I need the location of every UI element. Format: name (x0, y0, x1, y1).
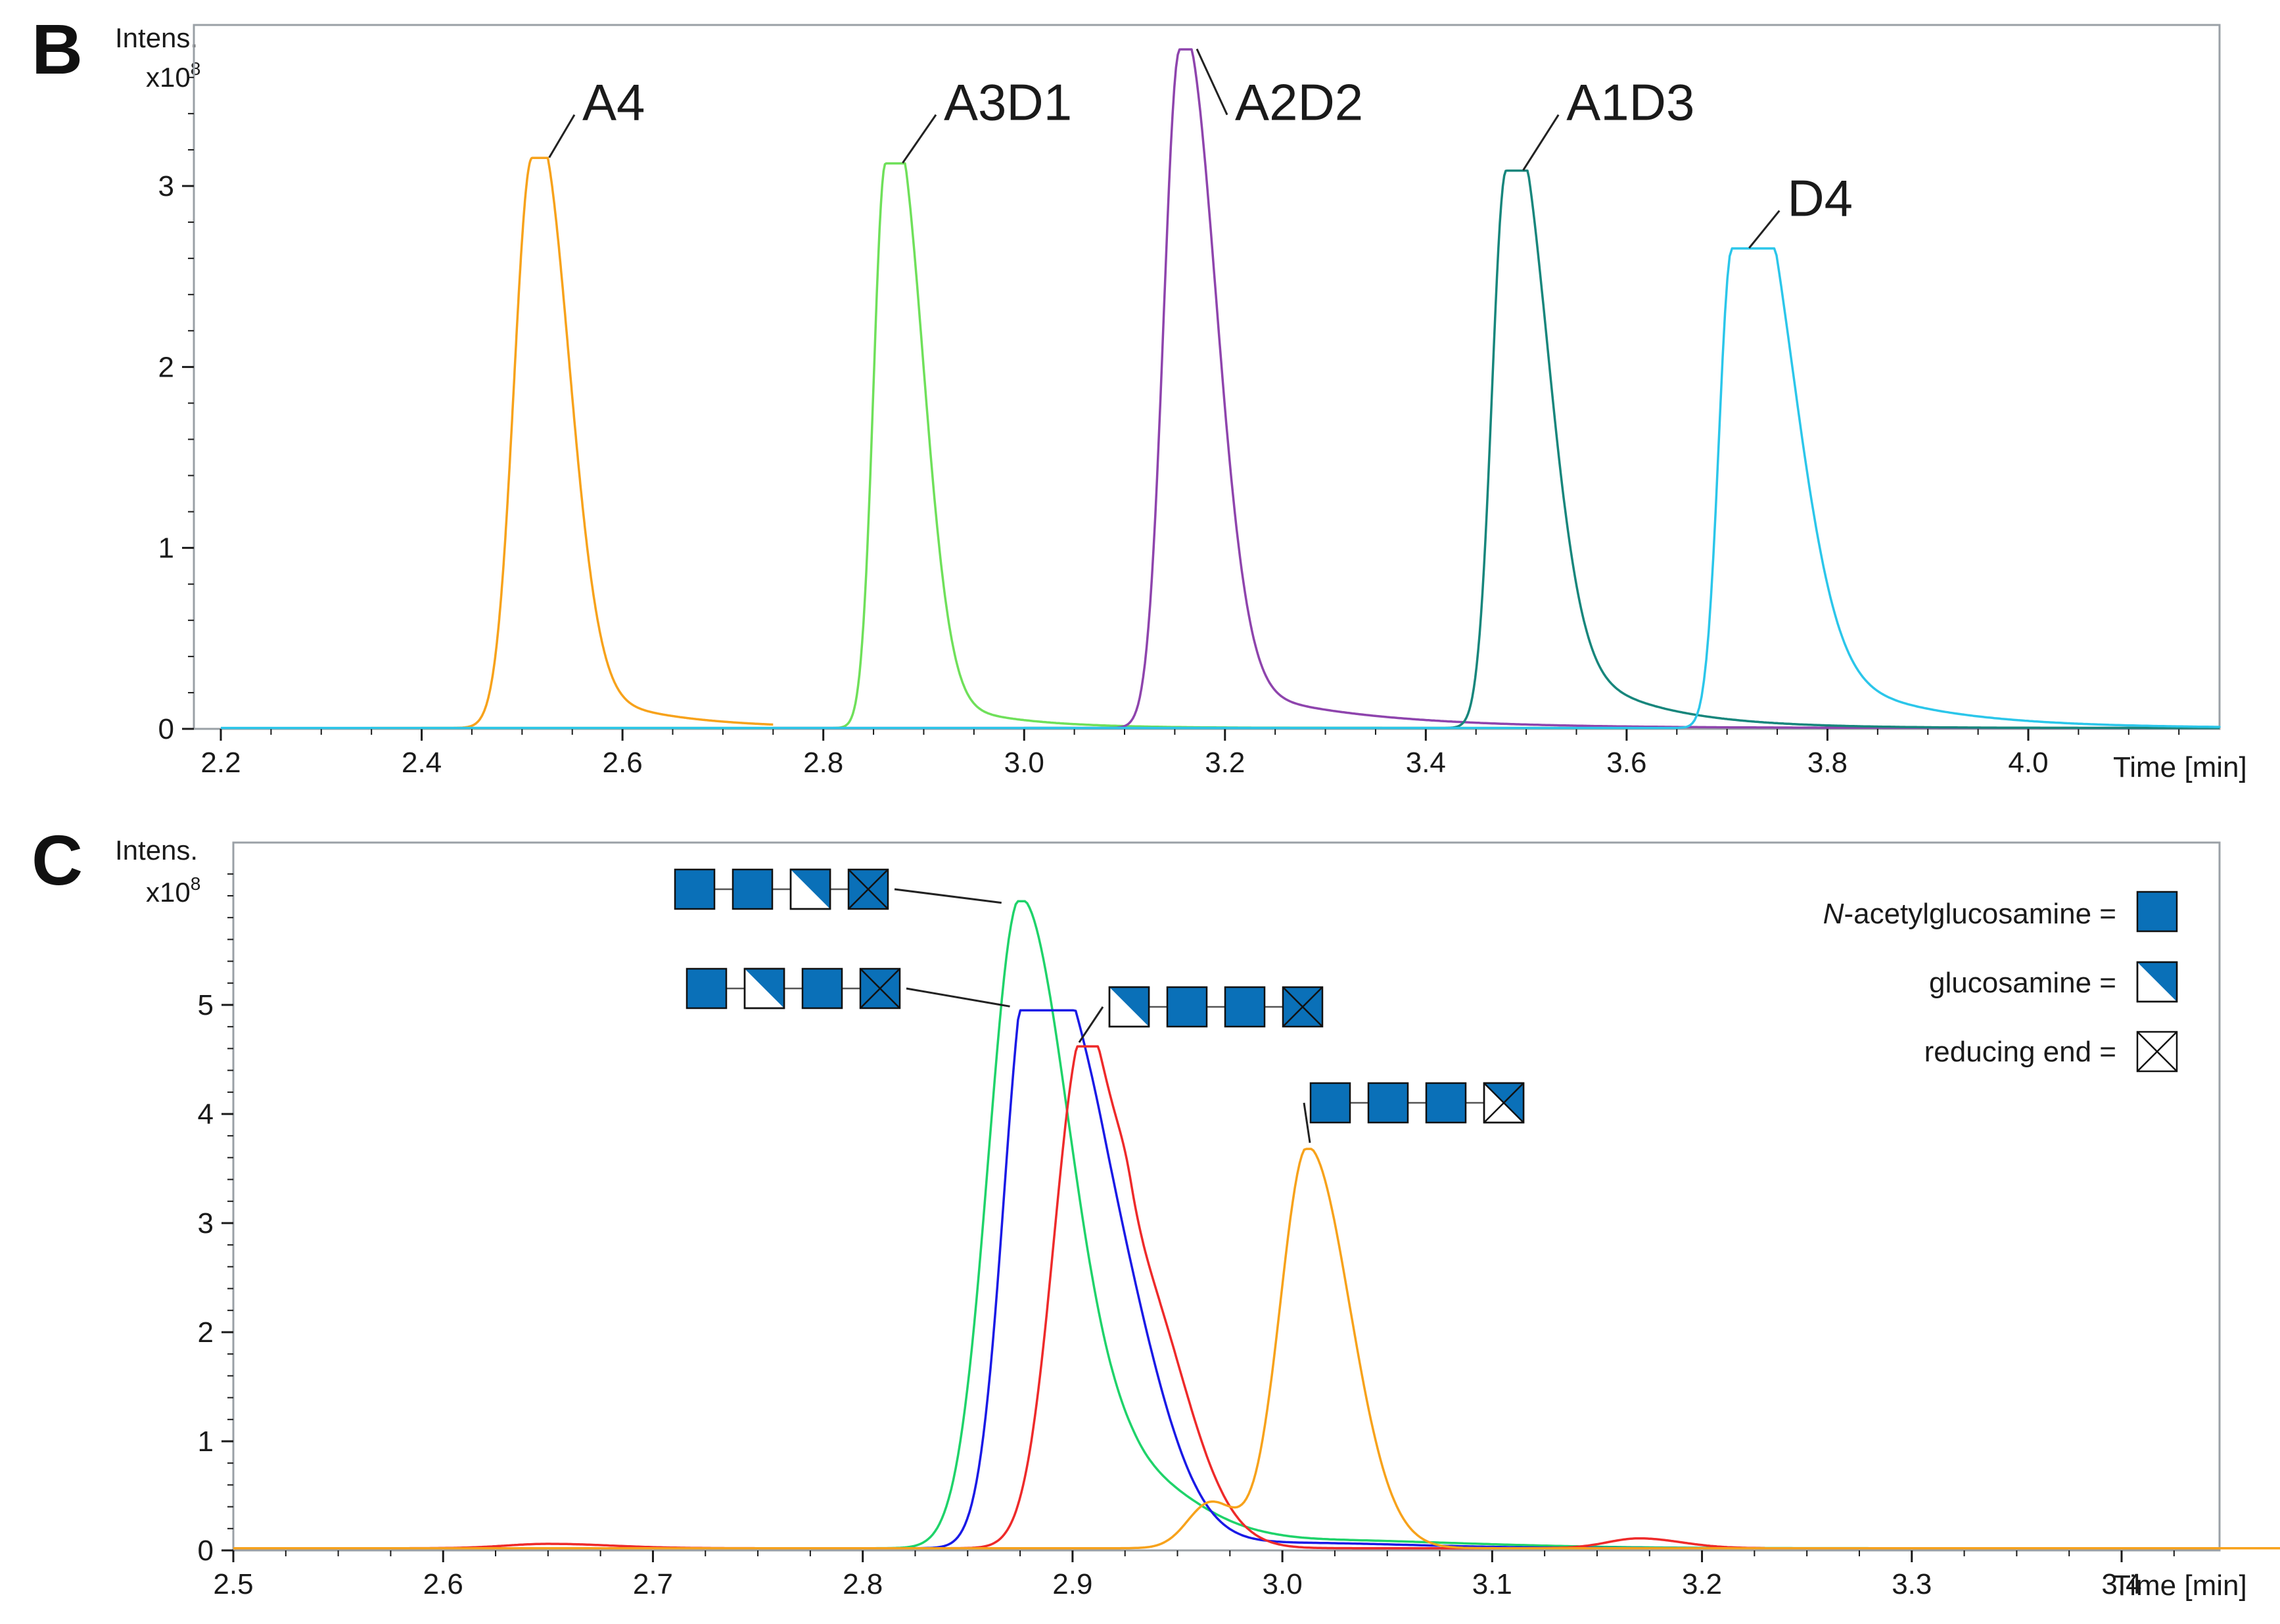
panel-b-axes: 2.2 2.4 2.6 2.8 3.0 3.2 3.4 3.6 3.8 4.0 0 1 2 3 (158, 76, 2180, 779)
legend-symbol-empty-x (2136, 1031, 2178, 1073)
panel-c-ytick-label: 5 (198, 989, 214, 1021)
series-line-A2D2 (773, 48, 2220, 730)
legend-label-reducing-end: reducing end = (1924, 1036, 2116, 1068)
legend-label-glcn: glucosamine = (1929, 967, 2116, 999)
glycan-leader (1078, 1006, 1104, 1043)
series-line-orange (233, 1148, 2280, 1550)
glycan-leader (906, 987, 1010, 1008)
legend-symbol-full (2136, 891, 2178, 933)
panel-label-b: B (32, 9, 83, 89)
panel-b-ylabel: Intens. (115, 22, 198, 53)
panel-b-xtick-label: 2.8 (803, 747, 843, 779)
glycan-residue-full (732, 868, 774, 910)
panel-c-ytick-label: 4 (198, 1098, 214, 1130)
panel-b-xtick-label: 2.2 (200, 747, 241, 779)
glycan-residue-full-x (1282, 986, 1324, 1028)
series-line-red (233, 1045, 1765, 1550)
glycan-residue-half (743, 967, 785, 1009)
peak-label-A4: A4 (582, 74, 645, 131)
panel-b-series (221, 48, 2221, 730)
panel-c-series (233, 900, 2280, 1550)
glycan-residue-full (801, 967, 843, 1009)
red-peak-glycan (1078, 986, 1324, 1043)
glycan-leader (1303, 1102, 1311, 1144)
panel-label-c: C (32, 820, 83, 900)
panel-c-legend: N-acetylglucosamine = glucosamine = redu… (1823, 891, 2178, 1073)
panel-c-xtick-label: 2.7 (633, 1568, 673, 1600)
glycan-residue-full (1224, 986, 1266, 1028)
panel-b-ytick-label: 2 (158, 351, 174, 383)
panel-c-xtick-label: 3.3 (1892, 1568, 1932, 1600)
legend-reducing-end-symbol (2136, 1031, 2178, 1073)
panel-c-xtick-label: 3.2 (1682, 1568, 1722, 1600)
panel-c-plot: 2.5 2.6 2.7 2.8 2.9 3.0 3.1 3.2 3.3 3.4 0 1 2 3 4 5 (198, 841, 2280, 1600)
panel-c-ytick-label: 1 (198, 1426, 214, 1458)
panel-c-glycans (674, 868, 1525, 1144)
panel-c-xtick-label: 2.6 (423, 1568, 463, 1600)
panel-b-plot: 2.2 2.4 2.6 2.8 3.0 3.2 3.4 3.6 3.8 4.0 0 1 2 3 A4 A3D… (158, 24, 2221, 779)
panel-c-xtick-label: 3.4 (2101, 1568, 2141, 1600)
panel-b-xtick-label: 3.0 (1004, 747, 1044, 779)
glycan-residue-full (1425, 1082, 1467, 1124)
panel-b-ytick-label: 1 (158, 532, 174, 565)
panel-b-xtick-label: 2.6 (603, 747, 643, 779)
panel-b-xtick-label: 3.8 (1807, 747, 1848, 779)
green-peak-glycan (674, 868, 1002, 910)
blue-peak-glycan (686, 967, 1010, 1009)
peak-label-A2D2: A2D2 (1235, 74, 1363, 131)
peak-label-D4: D4 (1787, 170, 1853, 227)
peak-label-A1D3: A1D3 (1566, 74, 1694, 131)
panel-b-xtick-label: 3.6 (1606, 747, 1646, 779)
panel-b-ylabel-scale: x108 (146, 58, 200, 93)
panel-c-xtick-label: 3.0 (1263, 1568, 1303, 1600)
series-line-A4 (371, 156, 774, 730)
panel-c-ytick-label: 0 (198, 1535, 214, 1567)
panel-b-xtick-label: 3.4 (1406, 747, 1446, 779)
panel-c-ylabel-scale: x108 (146, 873, 200, 908)
glycan-residue-full-x (859, 967, 901, 1009)
panel-c-xtick-label: 3.1 (1472, 1568, 1512, 1600)
legend-label-glcnac: N-acetylglucosamine = (1823, 898, 2116, 930)
panel-c-ytick-label: 2 (198, 1316, 214, 1349)
glycan-residue-full (1367, 1082, 1409, 1124)
peak-leader-A1D3 (1522, 114, 1560, 171)
glycan-residue-half (789, 868, 831, 910)
legend-glcnac-symbol (2136, 891, 2178, 933)
panel-b-xtick-label: 3.2 (1205, 747, 1245, 779)
glycan-residue-full (686, 967, 728, 1009)
panel-b-peak-labels: A4 A3D1 A2D2 A1D3 D4 (548, 48, 1853, 249)
peak-leader-A3D1 (902, 114, 937, 164)
panel-b-xlabel: Time [min] (2113, 751, 2247, 783)
glycan-residue-half (1108, 986, 1150, 1028)
panel-b-ytick-label: 0 (158, 713, 174, 745)
panel-c-ylabel: Intens. (115, 835, 198, 866)
panel-b-ytick-label: 3 (158, 170, 174, 202)
panel-c-axes: 2.5 2.6 2.7 2.8 2.9 3.0 3.1 3.2 3.3 3.4 0 1 2 3 4 5 (198, 873, 2175, 1600)
legend-glcn-symbol (2136, 961, 2178, 1003)
peak-label-A3D1: A3D1 (944, 74, 1072, 131)
glycan-leader (894, 888, 1002, 904)
peak-leader-A2D2 (1196, 48, 1228, 116)
panel-c-xtick-label: 2.9 (1052, 1568, 1092, 1600)
peak-leader-A4 (548, 114, 576, 158)
series-line-D4 (221, 247, 2221, 730)
panel-b-xtick-label: 4.0 (2008, 747, 2048, 779)
panel-c-frame (232, 841, 2221, 1552)
peak-leader-D4 (1748, 210, 1780, 249)
glycan-residue-full (1166, 986, 1208, 1028)
panel-b-xtick-label: 2.4 (402, 747, 442, 779)
panel-c-xtick-label: 2.8 (843, 1568, 883, 1600)
glycan-residue-full (674, 868, 716, 910)
series-line-A1D3 (1024, 169, 2221, 730)
panel-c-xlabel: Time [min] (2113, 1569, 2247, 1602)
glycan-residue-full (1309, 1082, 1351, 1124)
legend-symbol-half (2136, 961, 2178, 1003)
orange-peak-glycan (1303, 1082, 1525, 1144)
glycan-residue-half-x (1483, 1082, 1525, 1124)
panel-c-ytick-label: 3 (198, 1207, 214, 1240)
panel-c-xtick-label: 2.5 (213, 1568, 253, 1600)
glycan-residue-full-x (847, 868, 889, 910)
